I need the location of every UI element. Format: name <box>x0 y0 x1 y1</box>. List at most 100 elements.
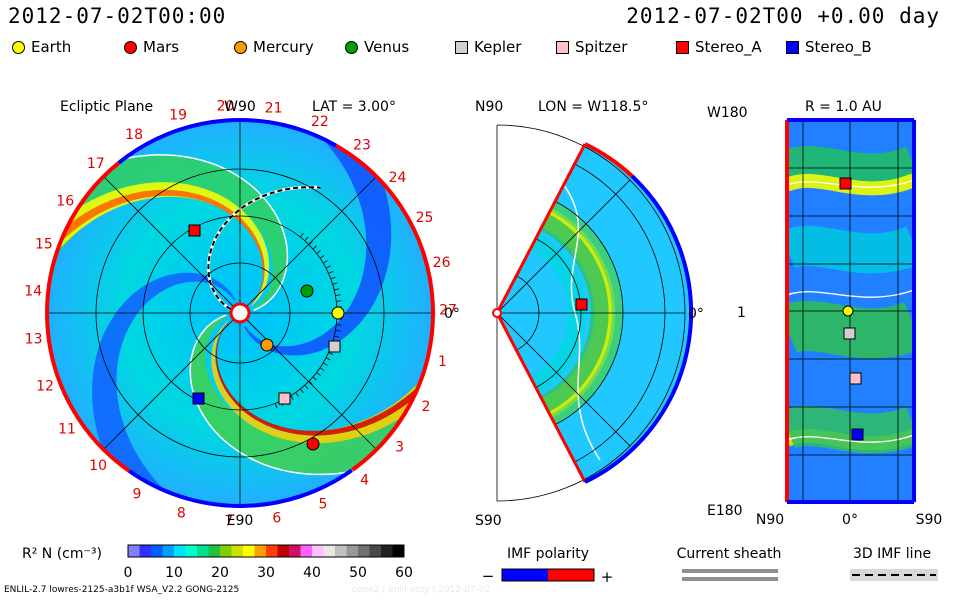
stereo-a-marker <box>188 224 201 237</box>
sector-number-3: 3 <box>395 439 404 455</box>
legend-label: Stereo_A <box>695 38 762 56</box>
current-sheath-label: Current sheath <box>677 546 782 562</box>
imf-plus-label: + <box>601 568 614 586</box>
mercury-marker <box>260 338 274 352</box>
sector-number-4: 4 <box>360 473 369 489</box>
radial-kepler-marker <box>843 327 856 340</box>
sector-number-18: 18 <box>125 127 143 143</box>
run-footer: cone2 | enlil-stdy | 2012-07-02 <box>352 585 491 595</box>
radial-top-left-label: W180 <box>707 105 748 121</box>
ecliptic-top-label: W90 <box>224 99 256 115</box>
colorbar-label: R² N (cm⁻³) <box>22 546 102 562</box>
sector-number-10: 10 <box>89 458 107 474</box>
colorbar-tick: 30 <box>257 565 275 581</box>
kepler-marker <box>328 340 341 353</box>
imf-polarity-label: IMF polarity <box>507 546 589 562</box>
sector-number-6: 6 <box>272 511 281 527</box>
legend-marker <box>786 40 799 54</box>
sector-number-17: 17 <box>87 156 105 172</box>
sector-number-22: 22 <box>311 114 329 130</box>
colorbar-tick: 0 <box>124 565 133 581</box>
legend-label: Earth <box>31 38 72 56</box>
stereo-b-marker <box>192 392 205 405</box>
object-legend: Earth Mars Mercury Venus Kepler Spitzer Stereo… <box>0 38 960 60</box>
legend-item-kepler: Kepler <box>455 38 521 56</box>
sector-number-24: 24 <box>389 170 407 186</box>
model-footer: ENLIL-2.7 lowres-2125-a3b1f WSA_V2.2 GON… <box>4 585 240 595</box>
legend-label: Kepler <box>474 38 522 56</box>
header-datetime: 2012-07-02T00:00 <box>8 4 227 28</box>
meridional-lon-label: LON = W118.5° <box>538 99 648 115</box>
ecliptic-right-label: 0° <box>444 306 460 322</box>
meridional-top-label: N90 <box>475 99 503 115</box>
sector-number-1: 1 <box>438 354 447 370</box>
ecliptic-lat-label: LAT = 3.00° <box>312 99 396 115</box>
sector-number-8: 8 <box>177 506 186 522</box>
legend-label: Mars <box>143 38 180 56</box>
sector-number-20: 20 <box>217 99 235 115</box>
colorbar-tick: 10 <box>165 565 183 581</box>
legend-label: Spitzer <box>575 38 628 56</box>
meridional-plane-panel: N90 LON = W118.5° S90 0° <box>475 99 704 529</box>
radial-bottom-left-label: E180 <box>707 503 743 519</box>
ecliptic-bottom-label: E90 <box>227 513 254 529</box>
colorbar-tick: 40 <box>303 565 321 581</box>
imf-negative-swatch <box>502 569 548 581</box>
ecliptic-title: Ecliptic Plane <box>60 99 153 115</box>
radial-x-label-0: 0° <box>842 512 858 528</box>
colorbar-tick: 50 <box>349 565 367 581</box>
sector-number-25: 25 <box>416 210 434 226</box>
colorbar: R² N (cm⁻³) 0 10 20 30 40 50 60 <box>22 544 413 581</box>
sector-number-13: 13 <box>25 332 43 348</box>
sector-number-21: 21 <box>265 101 283 117</box>
legend-item-spitzer: Spitzer <box>556 38 627 56</box>
radial-mid-left-label: 1 <box>737 305 746 321</box>
radial-stereo-b-marker <box>851 428 864 441</box>
venus-marker <box>300 284 314 298</box>
sector-number-12: 12 <box>36 379 54 395</box>
radial-earth-marker <box>842 305 854 317</box>
meridional-bottom-label: S90 <box>475 513 502 529</box>
legend-marker <box>12 40 25 54</box>
sector-number-5: 5 <box>318 497 327 513</box>
sector-number-23: 23 <box>353 138 371 154</box>
sector-number-11: 11 <box>58 421 76 437</box>
legend-item-mars: Mars <box>124 38 179 56</box>
sun-marker <box>229 302 251 324</box>
legend-marker <box>556 40 569 54</box>
sector-number-16: 16 <box>56 193 74 209</box>
legend-item-mercury: Mercury <box>234 38 314 56</box>
imf-positive-swatch <box>548 569 594 581</box>
radial-spitzer-marker <box>849 372 862 385</box>
legend-marker <box>124 40 137 54</box>
radial-shell-panel: R = 1.0 AU W180 1 E180 N90 0° S90 <box>707 99 942 528</box>
imf-minus-label: − <box>482 567 495 585</box>
meridional-stereo-a-marker <box>575 298 588 311</box>
legend-item-stereo-b: Stereo_B <box>786 38 872 56</box>
radial-r-label: R = 1.0 AU <box>805 99 882 115</box>
imf-polarity-legend: IMF polarity − + <box>482 546 614 586</box>
imf-3d-line-legend: 3D IMF line <box>850 546 938 581</box>
sector-number-7: 7 <box>224 514 233 530</box>
legend-label: Venus <box>364 38 410 56</box>
colorbar-tick: 60 <box>395 565 413 581</box>
sector-number-14: 14 <box>24 284 42 300</box>
mars-marker <box>306 437 320 451</box>
legend-marker <box>455 40 468 54</box>
colorbar-tick: 20 <box>211 565 229 581</box>
radial-stereo-a-marker <box>839 177 852 190</box>
sector-number-26: 26 <box>433 255 451 271</box>
meridional-right-label: 0° <box>688 306 704 322</box>
spitzer-marker <box>278 392 291 405</box>
sector-number-9: 9 <box>132 487 141 503</box>
legend-label: Stereo_B <box>805 38 872 56</box>
radial-x-label-n90: N90 <box>756 512 784 528</box>
sector-number-27: 27 <box>439 303 457 319</box>
imf-3d-line-label: 3D IMF line <box>853 546 931 562</box>
sector-number-2: 2 <box>422 399 431 415</box>
sector-number-15: 15 <box>35 237 53 253</box>
legend-marker <box>676 40 689 54</box>
radial-x-label-s90: S90 <box>916 512 943 528</box>
